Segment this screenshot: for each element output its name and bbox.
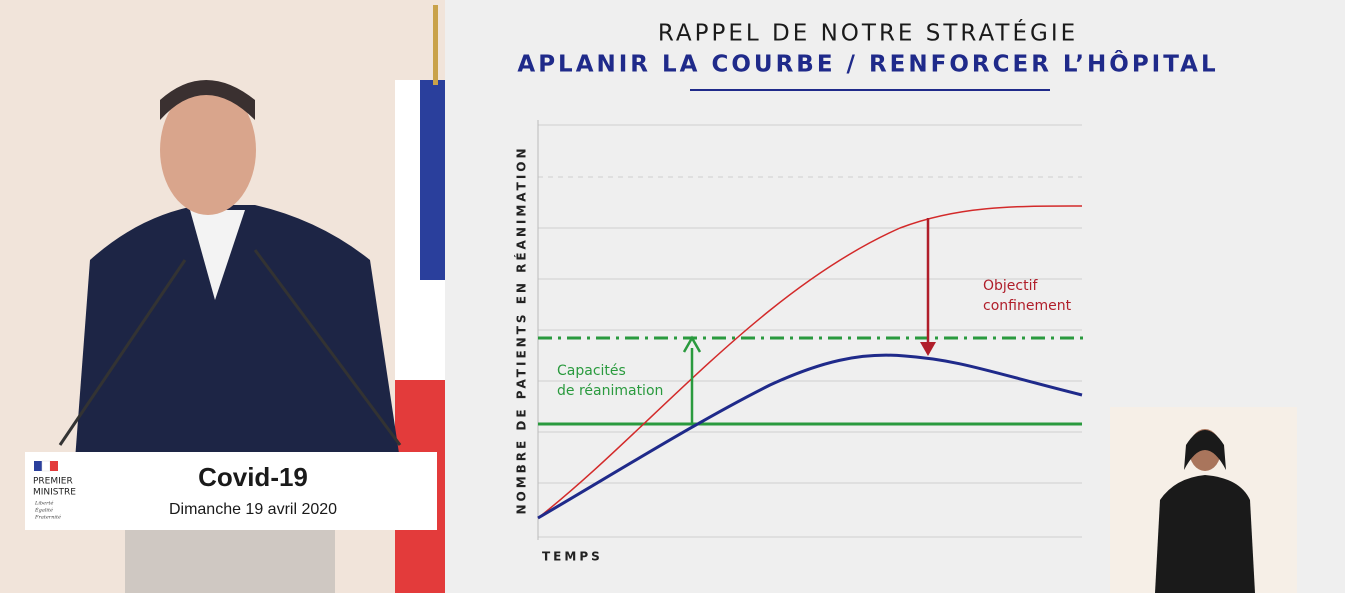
logo-red xyxy=(50,461,58,471)
interpreter-hair xyxy=(1184,430,1226,470)
logo-white xyxy=(41,460,51,472)
logo-motto: Fraternité xyxy=(34,514,61,521)
logo-motto: Liberté xyxy=(34,500,53,507)
microphone xyxy=(58,259,187,446)
slide-subtitle: APLANIR LA COURBE / RENFORCER L’HÔPITAL xyxy=(517,50,1218,78)
chart-grid xyxy=(537,120,1082,540)
lockdown-arrowhead xyxy=(920,342,936,356)
speaker-shirt xyxy=(190,210,245,300)
speaker-suit xyxy=(75,205,400,460)
flag-pole xyxy=(433,5,438,85)
annotation: Objectif xyxy=(983,278,1038,294)
y-axis-label: NOMBRE DE PATIENTS EN RÉANIMATION xyxy=(514,145,529,514)
annotation: Capacités xyxy=(557,363,626,379)
capacity-arrowhead xyxy=(682,335,702,353)
logo-motto: Égalité xyxy=(34,506,53,514)
logo-line: PREMIER xyxy=(33,477,73,487)
annotation: de réanimation xyxy=(557,383,663,399)
podium-date: Dimanche 19 avril 2020 xyxy=(169,501,337,518)
podium-title: Covid-19 xyxy=(198,462,308,492)
podium-base xyxy=(125,530,335,593)
speaker-hair xyxy=(160,80,255,120)
x-axis-label: TEMPS xyxy=(542,550,603,564)
interpreter-body xyxy=(1155,475,1255,593)
unmitigated-curve xyxy=(537,205,1083,519)
speaker-head xyxy=(160,85,256,215)
annotation: confinement xyxy=(983,298,1072,314)
slide-title: RAPPEL DE NOTRE STRATÉGIE xyxy=(658,19,1078,47)
logo-line: MINISTRE xyxy=(33,488,76,498)
logo-blue xyxy=(34,461,42,471)
flag-blue xyxy=(420,80,445,280)
microphone xyxy=(253,249,402,446)
flattened-curve xyxy=(537,353,1083,520)
podium-panel xyxy=(25,452,437,530)
